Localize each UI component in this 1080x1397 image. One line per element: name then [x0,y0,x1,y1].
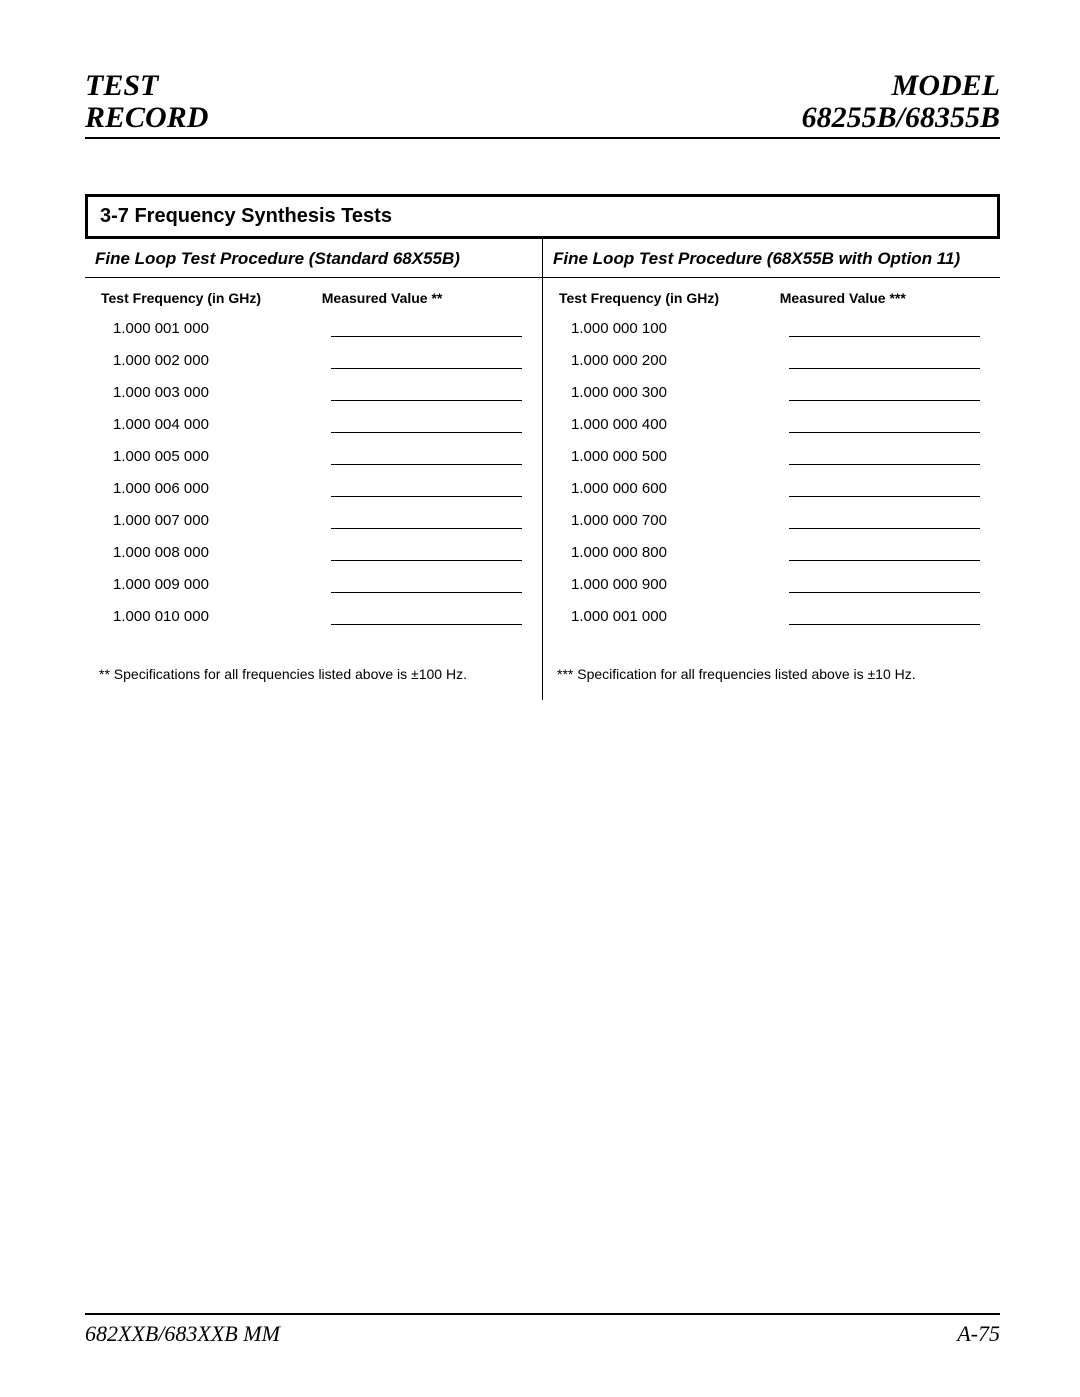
header-left-line1: TEST [85,70,208,102]
table-row: 1.000 000 700 [553,512,990,529]
blank-input-line[interactable] [331,592,522,593]
blank-input-line[interactable] [331,400,522,401]
table-row: 1.000 010 000 [95,608,532,625]
left-freq-header: Test Frequency (in GHz) [95,290,322,306]
freq-value: 1.000 010 000 [95,608,331,625]
table-row: 1.000 009 000 [95,576,532,593]
blank-input-line[interactable] [331,624,522,625]
blank-input-line[interactable] [331,560,522,561]
header-right-line2: 68255B/68355B [802,102,1000,134]
header-left-line2: RECORD [85,102,208,134]
right-subtitle: Fine Loop Test Procedure (68X55B with Op… [543,239,1000,277]
freq-value: 1.000 007 000 [95,512,331,529]
table-row: 1.000 000 500 [553,448,990,465]
section-title-box: 3-7 Frequency Synthesis Tests [85,194,1000,239]
header-right-line1: MODEL [802,70,1000,102]
page-header: TEST RECORD MODEL 68255B/68355B [85,70,1000,139]
blank-input-line[interactable] [789,432,980,433]
freq-value: 1.000 006 000 [95,480,331,497]
blank-input-line[interactable] [331,528,522,529]
table-row: 1.000 006 000 [95,480,532,497]
spacer [85,700,1000,1313]
blank-input-line[interactable] [789,464,980,465]
left-data-rows: 1.000 001 000 1.000 002 000 1.000 003 00… [95,320,532,625]
table-row: 1.000 000 600 [553,480,990,497]
blank-input-line[interactable] [789,560,980,561]
table-row: 1.000 004 000 [95,416,532,433]
blank-input-line[interactable] [789,336,980,337]
table-row: 1.000 001 000 [95,320,532,337]
table-row: 1.000 000 800 [553,544,990,561]
blank-input-line[interactable] [331,368,522,369]
subtitle-row: Fine Loop Test Procedure (Standard 68X55… [85,239,1000,278]
blank-input-line[interactable] [331,464,522,465]
table-row: 1.000 003 000 [95,384,532,401]
table-row: 1.000 005 000 [95,448,532,465]
header-left: TEST RECORD [85,70,208,133]
blank-input-line[interactable] [789,368,980,369]
table-row: 1.000 000 400 [553,416,990,433]
table-row: 1.000 000 200 [553,352,990,369]
freq-value: 1.000 001 000 [95,320,331,337]
blank-input-line[interactable] [789,624,980,625]
right-column: Test Frequency (in GHz) Measured Value *… [543,278,1000,700]
blank-input-line[interactable] [331,432,522,433]
blank-input-line[interactable] [331,336,522,337]
left-footnote: ** Specifications for all frequencies li… [95,640,532,682]
freq-value: 1.000 000 500 [553,448,789,465]
freq-value: 1.000 000 800 [553,544,789,561]
table-row: 1.000 000 100 [553,320,990,337]
freq-value: 1.000 004 000 [95,416,331,433]
freq-value: 1.000 000 200 [553,352,789,369]
freq-value: 1.000 008 000 [95,544,331,561]
freq-value: 1.000 003 000 [95,384,331,401]
left-subtitle: Fine Loop Test Procedure (Standard 68X55… [85,239,543,277]
freq-value: 1.000 000 300 [553,384,789,401]
page-container: TEST RECORD MODEL 68255B/68355B 3-7 Freq… [0,0,1080,1397]
blank-input-line[interactable] [331,496,522,497]
left-meas-header: Measured Value ** [322,290,532,306]
table-row: 1.000 000 900 [553,576,990,593]
columns-wrapper: Test Frequency (in GHz) Measured Value *… [85,278,1000,700]
page-footer: 682XXB/683XXB MM A-75 [85,1313,1000,1347]
table-row: 1.000 008 000 [95,544,532,561]
section-title: 3-7 Frequency Synthesis Tests [100,205,392,227]
header-right: MODEL 68255B/68355B [802,70,1000,133]
right-freq-header: Test Frequency (in GHz) [553,290,780,306]
freq-value: 1.000 002 000 [95,352,331,369]
freq-value: 1.000 005 000 [95,448,331,465]
table-row: 1.000 002 000 [95,352,532,369]
right-data-rows: 1.000 000 100 1.000 000 200 1.000 000 30… [553,320,990,625]
freq-value: 1.000 000 900 [553,576,789,593]
freq-value: 1.000 000 600 [553,480,789,497]
freq-value: 1.000 000 400 [553,416,789,433]
footer-left: 682XXB/683XXB MM [85,1321,280,1347]
blank-input-line[interactable] [789,496,980,497]
blank-input-line[interactable] [789,528,980,529]
table-row: 1.000 001 000 [553,608,990,625]
table-row: 1.000 007 000 [95,512,532,529]
right-col-headers: Test Frequency (in GHz) Measured Value *… [553,290,990,306]
right-meas-header: Measured Value *** [780,290,990,306]
freq-value: 1.000 000 100 [553,320,789,337]
footer-right: A-75 [957,1321,1000,1347]
blank-input-line[interactable] [789,400,980,401]
freq-value: 1.000 001 000 [553,608,789,625]
left-column: Test Frequency (in GHz) Measured Value *… [85,278,543,700]
left-col-headers: Test Frequency (in GHz) Measured Value *… [95,290,532,306]
freq-value: 1.000 000 700 [553,512,789,529]
freq-value: 1.000 009 000 [95,576,331,593]
right-footnote: *** Specification for all frequencies li… [553,640,990,682]
table-row: 1.000 000 300 [553,384,990,401]
blank-input-line[interactable] [789,592,980,593]
